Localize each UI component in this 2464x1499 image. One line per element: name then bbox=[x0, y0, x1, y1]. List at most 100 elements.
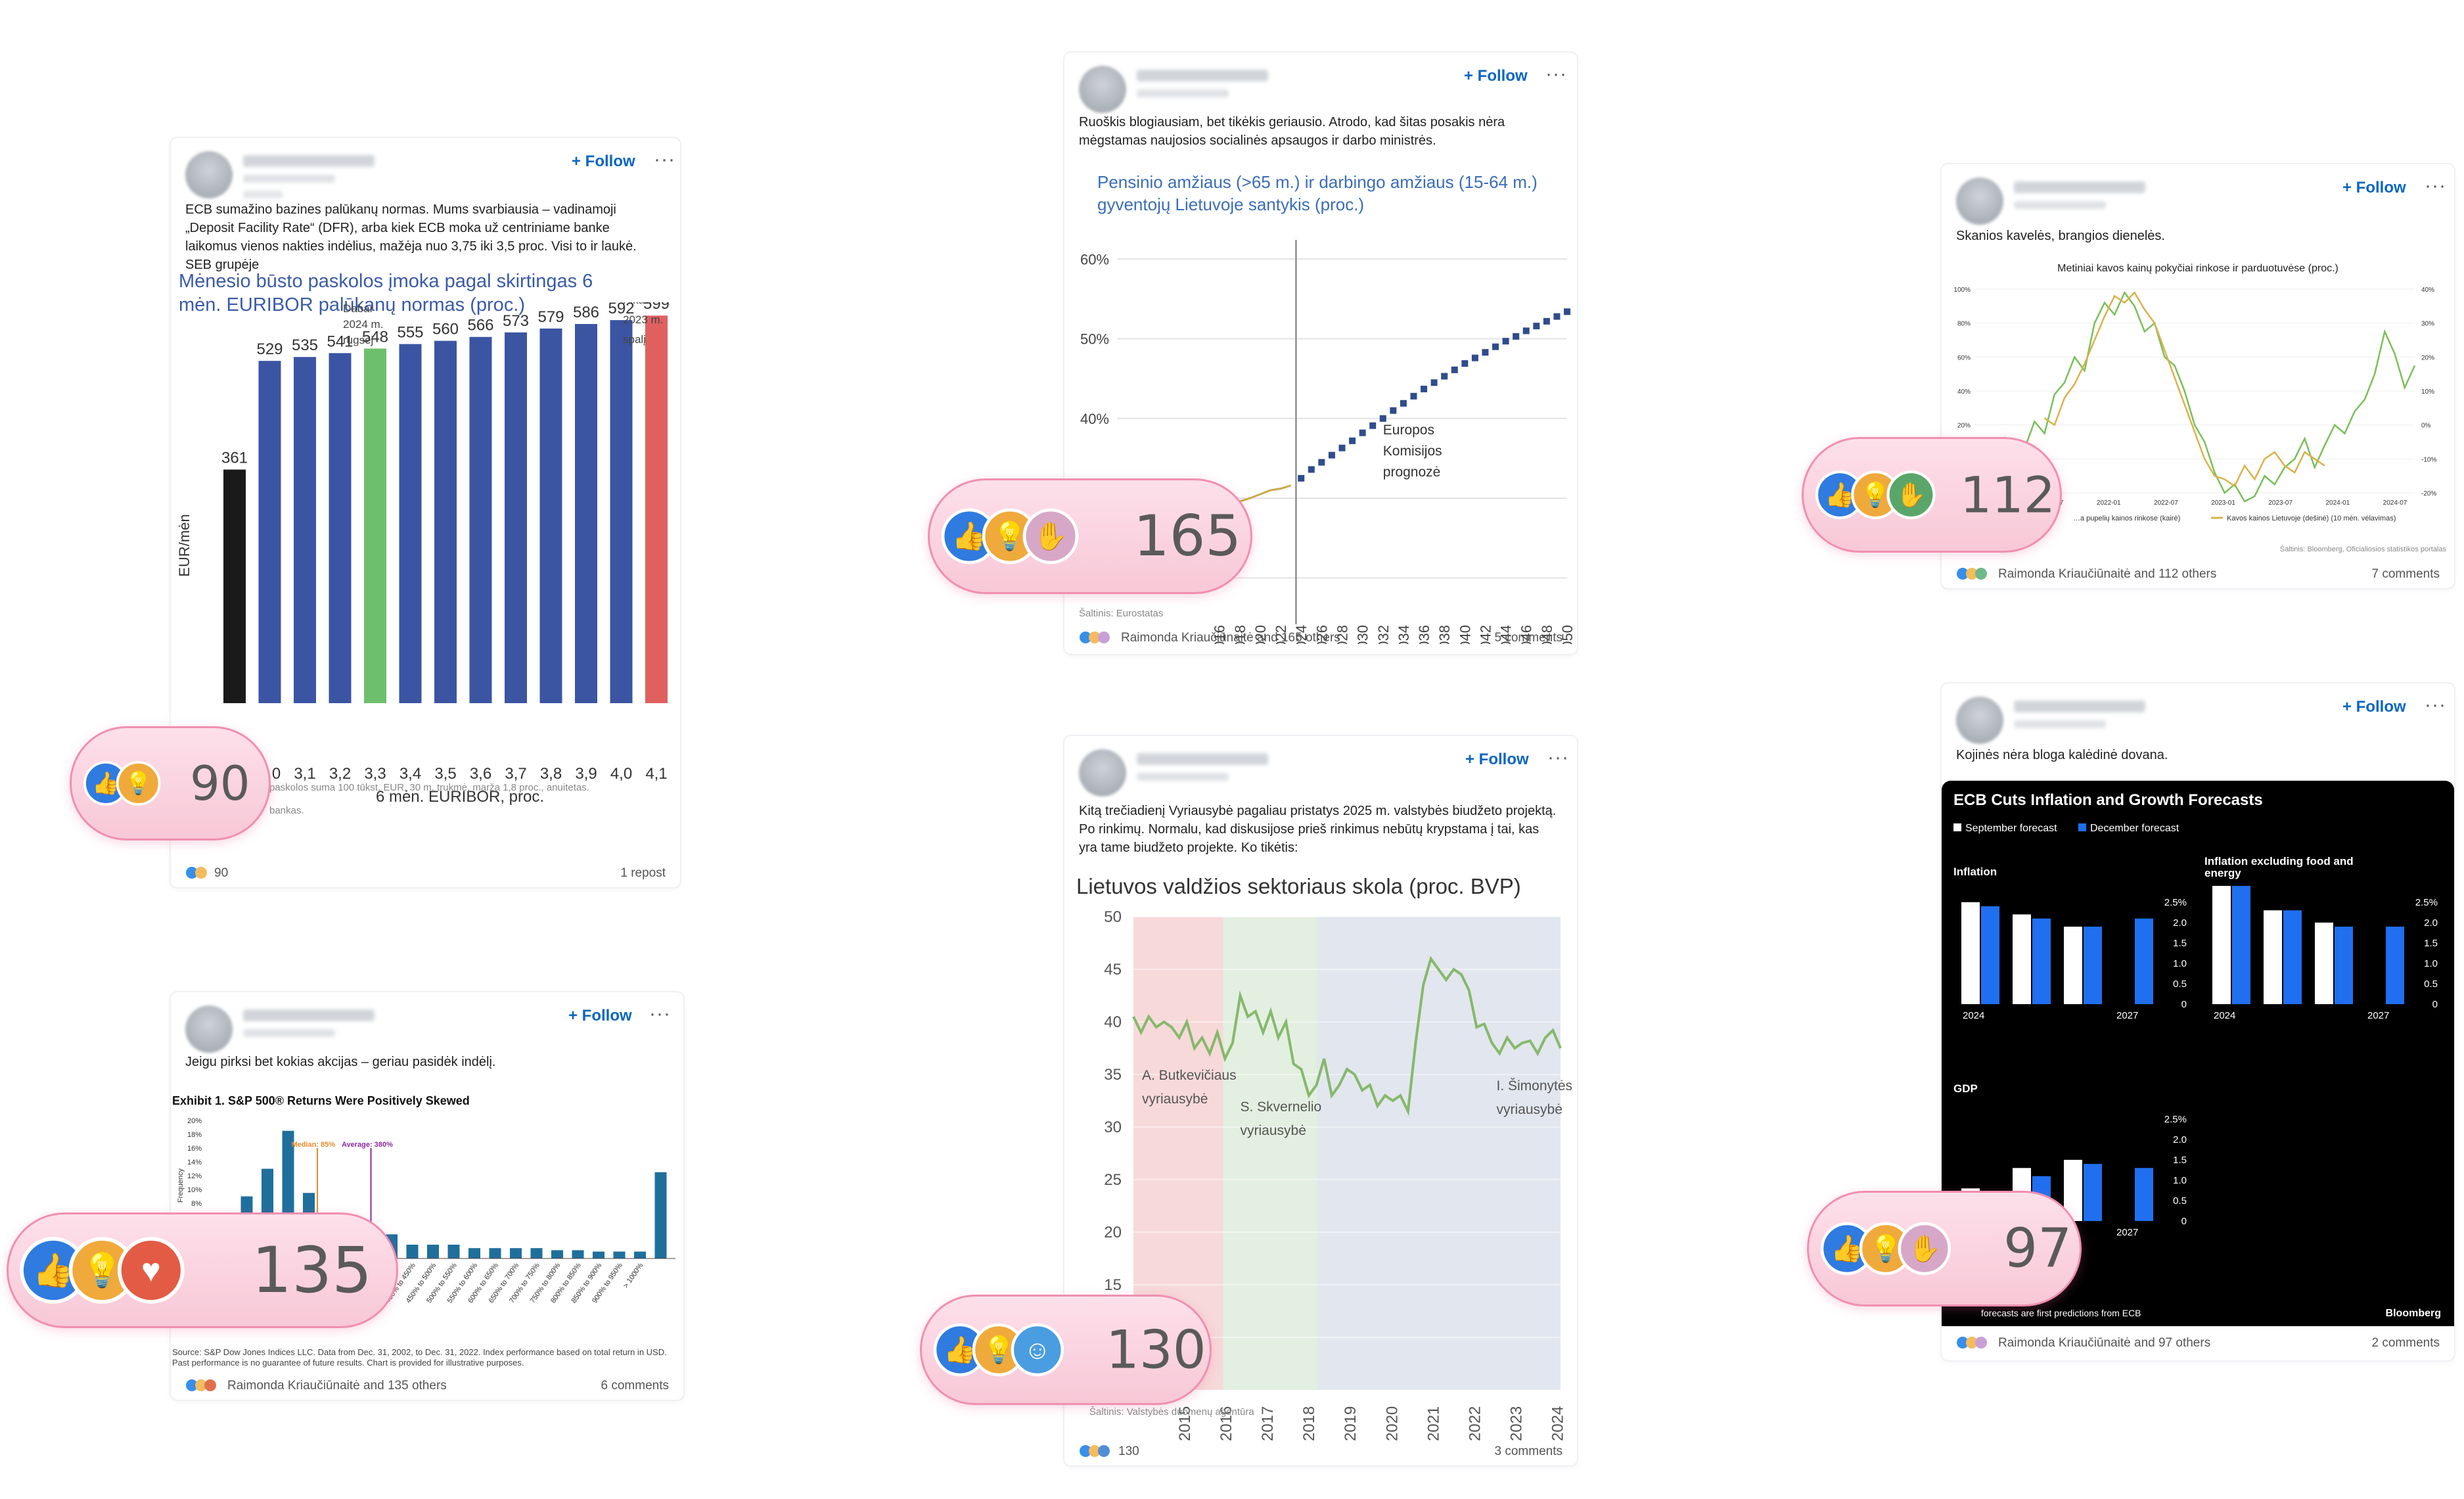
more-options-icon[interactable]: ··· bbox=[2425, 175, 2446, 196]
y-tick-label: 1.0 bbox=[2424, 958, 2438, 969]
forecast-point bbox=[1421, 385, 1428, 392]
y-tick-label: 2.5% bbox=[2164, 1114, 2187, 1125]
government-period-band bbox=[1317, 917, 1561, 1390]
love-icon: ♥ bbox=[117, 1237, 185, 1304]
author-avatar[interactable] bbox=[185, 1005, 233, 1053]
forecast-point bbox=[1379, 415, 1386, 422]
comments-count[interactable]: 2 comments bbox=[2371, 1336, 2440, 1350]
x-tick-label: 2023-01 bbox=[2211, 499, 2235, 507]
follow-button[interactable]: + Follow bbox=[2342, 698, 2406, 716]
post-footer: 90 1 repost bbox=[171, 861, 680, 887]
more-options-icon[interactable]: ··· bbox=[1545, 63, 1567, 85]
histogram-bar bbox=[489, 1248, 501, 1258]
reaction-mini-icons[interactable] bbox=[1079, 630, 1116, 645]
y-tick-right: 20% bbox=[2421, 354, 2434, 361]
author-name-blurred bbox=[243, 155, 375, 167]
histogram-bar bbox=[530, 1248, 543, 1258]
forecast-point bbox=[1308, 466, 1315, 473]
euribor-chart-title: Mėnesio būsto paskolos įmoka pagal skirt… bbox=[179, 271, 593, 315]
author-avatar[interactable] bbox=[1079, 749, 1126, 796]
reaction-mini-icons[interactable] bbox=[185, 1377, 222, 1393]
x-tick-label: 2036 bbox=[1416, 625, 1432, 644]
reactions-summary[interactable]: Raimonda Kriaučiūnaitė and 97 others bbox=[1998, 1336, 2211, 1350]
x-tick-label: 2018 bbox=[1300, 1406, 1318, 1441]
y-tick-label: 18% bbox=[187, 1131, 202, 1139]
x-tick-label: 2022 bbox=[1273, 625, 1289, 644]
post-footer: Raimonda Kriaučiūnaitė and 135 others 6 … bbox=[171, 1373, 683, 1400]
ecb-forecast-bar-charts: September forecast December forecast Infla… bbox=[1953, 823, 2441, 1319]
reaction-mini-icons[interactable] bbox=[185, 865, 212, 881]
bar-september bbox=[2264, 910, 2282, 1004]
author-avatar[interactable] bbox=[1079, 66, 1126, 113]
reactions-summary[interactable]: Raimonda Kriaučiūnaitė and 112 others bbox=[1998, 567, 2217, 581]
svg-text:👍: 👍 bbox=[952, 520, 986, 552]
svg-text:👍: 👍 bbox=[944, 1334, 976, 1364]
reaction-bubble-165[interactable]: 👍 💡 ✋ 165 bbox=[928, 478, 1252, 594]
insightful-icon: 💡 bbox=[1851, 470, 1900, 520]
reaction-count[interactable]: 90 bbox=[214, 866, 229, 880]
bar-value-label: 548 bbox=[362, 328, 388, 346]
author-headline-blurred bbox=[243, 1029, 335, 1037]
bar-value-label: 361 bbox=[221, 450, 248, 467]
more-options-icon[interactable]: ··· bbox=[2425, 694, 2446, 716]
post-text: Ruoškis blogiausiam, bet tikėkis geriaus… bbox=[1079, 115, 1505, 148]
y-tick-label: 14% bbox=[187, 1159, 202, 1166]
forecast-point bbox=[1482, 349, 1489, 356]
reaction-total: 130 bbox=[1106, 1319, 1206, 1381]
reactions-summary[interactable]: Raimonda Kriaučiūnaitė and 135 others bbox=[227, 1379, 447, 1393]
x-tick-label: 2022 bbox=[1466, 1406, 1484, 1441]
reaction-mini-icons[interactable] bbox=[1079, 1443, 1116, 1459]
label-forecast: Europos bbox=[1383, 423, 1434, 438]
reaction-count[interactable]: 130 bbox=[1118, 1444, 1139, 1458]
reactions-summary[interactable]: Raimonda Kriaučiūnaitė and 165 others bbox=[1121, 631, 1340, 645]
post-header: + Follow ··· bbox=[1064, 736, 1577, 815]
reaction-bubble-130[interactable]: 👍 💡 ☺ 130 bbox=[920, 1295, 1212, 1405]
bar bbox=[364, 348, 386, 703]
x-tick-label: 3,6 bbox=[470, 765, 491, 783]
repost-count[interactable]: 1 repost bbox=[620, 866, 666, 880]
svg-text:💡: 💡 bbox=[1860, 480, 1890, 509]
reaction-mini-icons[interactable] bbox=[1956, 1335, 1993, 1350]
follow-button[interactable]: + Follow bbox=[1465, 750, 1529, 768]
histogram-bar bbox=[593, 1251, 605, 1258]
post-government-debt: + Follow ··· Kitą trečiadienį Vyriausybė… bbox=[1064, 736, 1577, 1465]
follow-button[interactable]: + Follow bbox=[572, 152, 635, 170]
forecast-point bbox=[1349, 437, 1356, 444]
reaction-bubble-135[interactable]: 👍 💡 ♥ 135 bbox=[7, 1212, 398, 1328]
reaction-icons: 👍 💡 ☺ bbox=[933, 1323, 1064, 1377]
more-options-icon[interactable]: ··· bbox=[649, 1003, 671, 1025]
bar bbox=[539, 328, 562, 703]
comments-count[interactable]: 7 comments bbox=[2371, 567, 2440, 581]
reaction-bubble-97[interactable]: 👍 💡 ✋ 97 bbox=[1807, 1191, 2082, 1306]
histogram-bar bbox=[634, 1251, 646, 1258]
x-tick-label: 2030 bbox=[1355, 625, 1371, 644]
author-avatar[interactable] bbox=[1956, 697, 2003, 744]
reaction-mini-icons[interactable] bbox=[1956, 566, 1993, 582]
comments-count[interactable]: 5 comments bbox=[1494, 631, 1563, 645]
more-options-icon[interactable]: ··· bbox=[1547, 747, 1569, 768]
forecast-point bbox=[1298, 474, 1305, 482]
author-headline-blurred bbox=[243, 175, 335, 183]
reaction-bubble-90[interactable]: 👍 💡 90 bbox=[70, 726, 271, 841]
follow-button[interactable]: + Follow bbox=[568, 1007, 632, 1025]
post-footer: Raimonda Kriaučiūnaitė and 165 others 5 … bbox=[1064, 626, 1577, 652]
x-tick-label: 2017 bbox=[1259, 1406, 1277, 1441]
comments-count[interactable]: 6 comments bbox=[601, 1379, 669, 1393]
author-headline-blurred bbox=[1137, 773, 1229, 781]
svg-text:💡: 💡 bbox=[1869, 1233, 1902, 1263]
author-avatar[interactable] bbox=[185, 151, 233, 198]
x-tick-label: 4,1 bbox=[645, 765, 667, 783]
pension-ratio-line-chart: 60%50%40%30%20%2016201820202022202420262… bbox=[1080, 240, 1576, 644]
comments-count[interactable]: 3 comments bbox=[1494, 1444, 1563, 1458]
y-tick-label: 20% bbox=[187, 1117, 202, 1125]
bar bbox=[294, 357, 316, 703]
author-avatar[interactable] bbox=[1956, 177, 2003, 225]
support-icon: ✋ bbox=[1898, 1222, 1951, 1276]
forecast-point bbox=[1522, 327, 1530, 334]
follow-button[interactable]: + Follow bbox=[1464, 67, 1528, 85]
more-options-icon[interactable]: ··· bbox=[654, 149, 675, 170]
reaction-bubble-112[interactable]: 👍 💡 ✋ 112 bbox=[1802, 437, 2062, 553]
follow-button[interactable]: + Follow bbox=[2342, 179, 2406, 196]
government-debt-line-chart: 504540353025201510A. Butkevičiausvyriaus… bbox=[1104, 908, 1572, 1441]
chart-note: paskolos suma 100 tūkst. EUR, 30 m. truk… bbox=[269, 782, 589, 793]
